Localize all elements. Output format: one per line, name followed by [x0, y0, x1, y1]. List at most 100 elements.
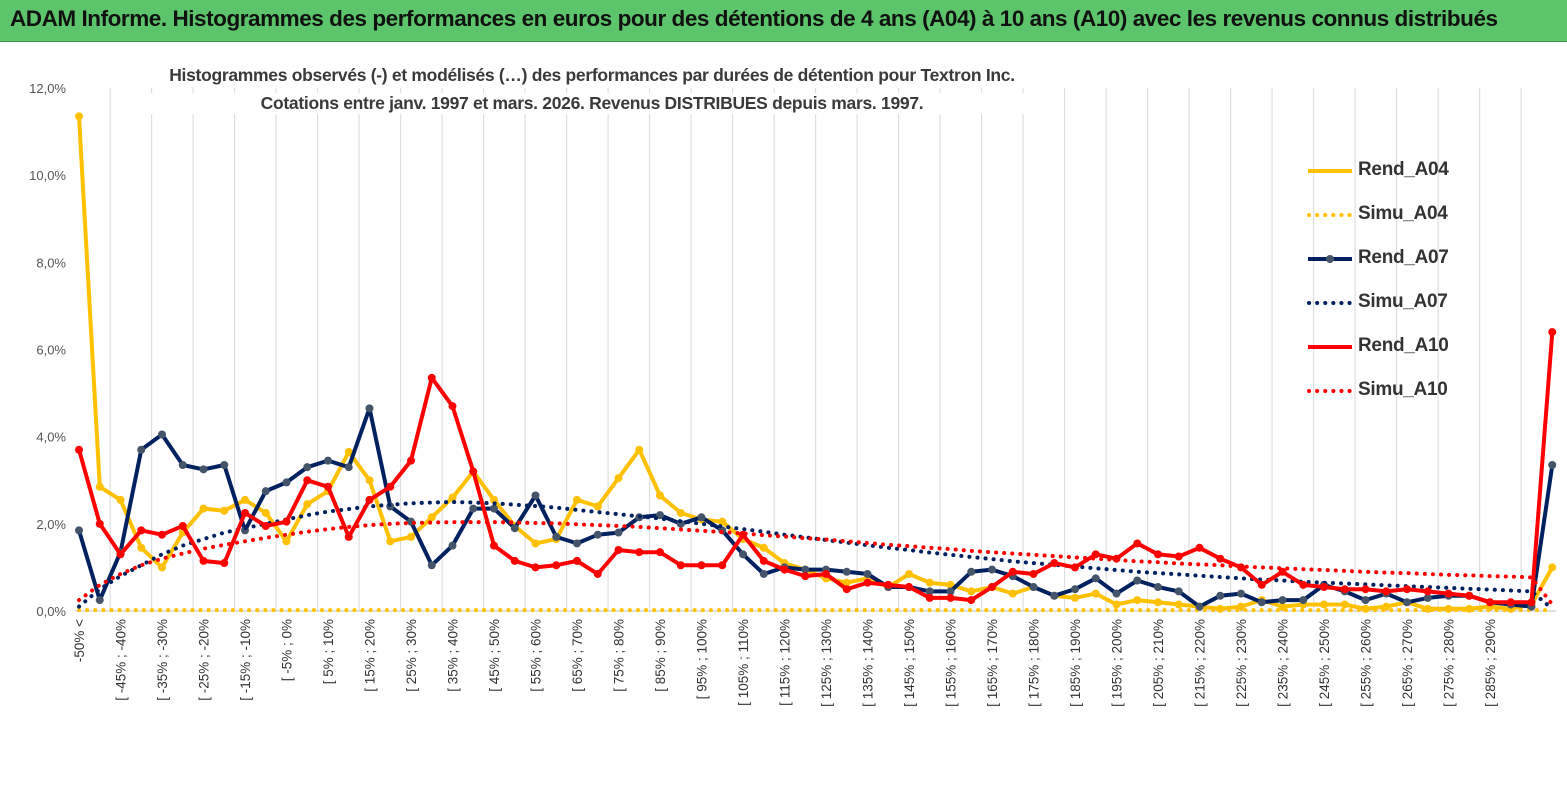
- data-point: [386, 537, 395, 546]
- data-point: [1050, 559, 1059, 568]
- x-tick-label: [ 285% ; 290%: [1483, 619, 1498, 707]
- data-point: [988, 583, 996, 592]
- data-point: [1403, 598, 1411, 607]
- data-point: [469, 504, 478, 513]
- data-point: [407, 456, 415, 465]
- data-point: [925, 593, 934, 602]
- data-point: [1195, 543, 1204, 552]
- data-point: [303, 476, 312, 485]
- legend-item-rend-a07: Rend_A07: [1298, 244, 1478, 274]
- data-point: [1320, 583, 1328, 592]
- data-point: [946, 587, 955, 596]
- data-point: [573, 495, 581, 504]
- x-tick-label: [ 255% ; 260%: [1359, 619, 1374, 707]
- report-banner: ADAM Informe. Histogrammes des performan…: [0, 0, 1567, 42]
- data-point: [967, 587, 976, 596]
- data-point: [510, 524, 519, 533]
- data-point: [676, 508, 685, 517]
- data-point: [1091, 550, 1100, 559]
- series-lines: [75, 112, 1557, 613]
- y-tick-label: 0,0%: [36, 604, 66, 619]
- data-point: [303, 500, 312, 509]
- data-point: [1071, 593, 1079, 602]
- data-point: [75, 445, 83, 454]
- y-tick-label: 4,0%: [36, 430, 66, 445]
- legend-label: Simu_A07: [1358, 291, 1448, 312]
- data-point: [656, 548, 664, 557]
- legend-swatch-rend-a10: [1308, 345, 1352, 349]
- data-point: [427, 513, 436, 522]
- data-point: [905, 583, 913, 592]
- line-chart: 0,0% 2,0% 4,0% 6,0% 8,0% 10,0% 12,0% -50% < [ -…: [29, 81, 1557, 707]
- data-point: [490, 504, 498, 513]
- data-point: [593, 502, 602, 511]
- data-point: [1154, 598, 1162, 607]
- data-point: [1174, 600, 1183, 609]
- data-point: [531, 491, 540, 500]
- data-point: [1133, 596, 1142, 605]
- x-tick-label: [ -35% ; -30%: [155, 619, 170, 701]
- data-point: [1278, 602, 1287, 611]
- y-axis: 0,0% 2,0% 4,0% 6,0% 8,0% 10,0% 12,0%: [29, 81, 66, 619]
- data-point: [1050, 591, 1059, 600]
- x-tick-label: [ 235% ; 240%: [1276, 619, 1291, 707]
- x-tick-label: [ 25% ; 30%: [404, 619, 419, 692]
- data-point: [95, 519, 104, 528]
- x-axis: -50% < [ -45% ; -40% [ -35% ; -30% [ -25% ;…: [72, 619, 1498, 707]
- data-point: [1320, 600, 1328, 609]
- data-point: [282, 478, 291, 487]
- x-tick-label: [ -25% ; -20%: [197, 619, 212, 701]
- chart-area: 0,0% 2,0% 4,0% 6,0% 8,0% 10,0% 12,0% -50% < [ -…: [0, 42, 1567, 789]
- data-point: [344, 447, 353, 456]
- data-point: [780, 565, 789, 574]
- data-point: [1154, 550, 1162, 559]
- data-point: [158, 430, 166, 439]
- data-point: [1174, 552, 1183, 561]
- legend-label: Rend_A07: [1358, 247, 1449, 268]
- data-point: [739, 550, 747, 559]
- data-point: [1071, 585, 1079, 594]
- x-tick-label: [ 265% ; 270%: [1400, 619, 1415, 707]
- data-point: [1548, 460, 1557, 469]
- data-point: [1548, 328, 1557, 337]
- data-point: [407, 532, 415, 541]
- data-point: [593, 530, 602, 539]
- data-point: [697, 561, 706, 570]
- data-point: [365, 476, 374, 485]
- legend-label: Simu_A10: [1358, 379, 1448, 400]
- data-point: [75, 112, 83, 121]
- data-point: [863, 578, 872, 587]
- data-point: [116, 495, 125, 504]
- data-point: [801, 565, 810, 574]
- data-point: [1216, 591, 1225, 600]
- data-point: [552, 561, 561, 570]
- data-point: [1216, 554, 1225, 563]
- data-point: [1071, 563, 1079, 572]
- data-point: [427, 561, 436, 570]
- x-tick-label: [ 65% ; 70%: [570, 619, 585, 692]
- data-point: [178, 522, 187, 531]
- data-point: [324, 456, 332, 465]
- data-point: [635, 445, 644, 454]
- data-point: [1506, 598, 1515, 607]
- x-tick-label: [ 225% ; 230%: [1234, 619, 1249, 707]
- x-tick-label: [ 75% ; 80%: [612, 619, 627, 692]
- data-point: [199, 556, 208, 565]
- data-point: [261, 522, 270, 531]
- data-point: [1423, 604, 1432, 613]
- data-point: [614, 474, 623, 483]
- data-point: [1423, 593, 1432, 602]
- legend-item-rend-a04: Rend_A04: [1298, 156, 1478, 186]
- data-point: [116, 550, 125, 559]
- data-point: [593, 569, 602, 578]
- series-line-simu-a10: [77, 520, 1555, 607]
- data-point: [344, 463, 353, 472]
- y-tick-label: 12,0%: [29, 81, 66, 96]
- data-point: [261, 487, 270, 496]
- y-tick-label: 10,0%: [29, 168, 66, 183]
- x-tick-label: [ 195% ; 200%: [1110, 619, 1125, 707]
- y-tick-label: 2,0%: [36, 517, 66, 532]
- data-point: [282, 517, 291, 526]
- data-point: [1278, 596, 1287, 605]
- data-point: [801, 572, 810, 581]
